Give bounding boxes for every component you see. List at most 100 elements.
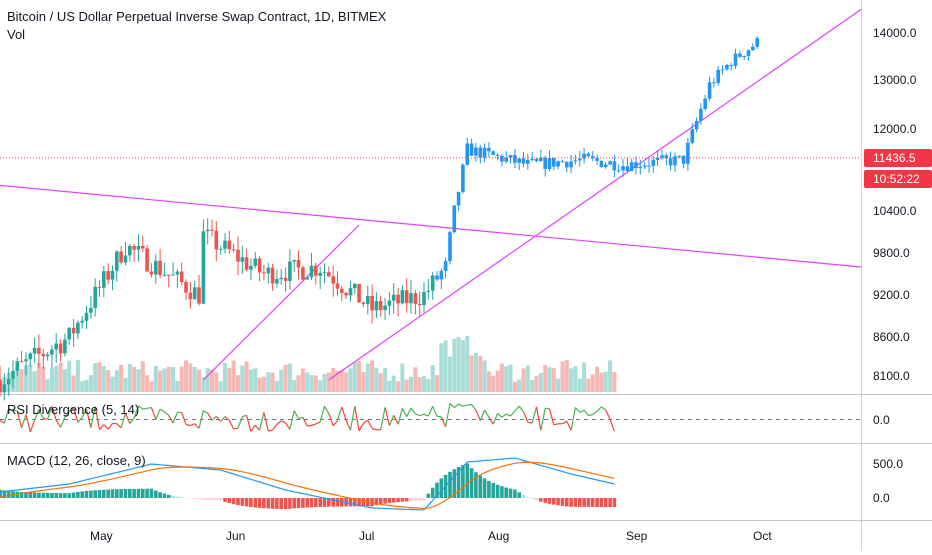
signal-line-segment <box>588 472 592 473</box>
volume-bar <box>396 381 400 392</box>
candle-body <box>124 256 128 263</box>
rsi-segment <box>164 412 168 416</box>
signal-line-segment <box>151 469 155 470</box>
price-axis[interactable]: 14000.0 13000.0 12000.0 10400.0 9800.0 9… <box>873 26 917 383</box>
signal-line-segment <box>342 496 346 497</box>
candle-body <box>652 160 656 166</box>
last-price-value: 11436.5 <box>873 151 916 165</box>
candle-body <box>46 355 50 357</box>
time-axis[interactable]: May Jun Jul Aug Sep Oct <box>90 529 772 543</box>
candle-body <box>180 272 184 282</box>
signal-line-segment <box>312 490 316 491</box>
rsi-segment <box>415 414 419 416</box>
macd-histogram-bar <box>163 494 167 498</box>
signal-line-segment <box>234 470 238 471</box>
candle-body <box>111 271 115 280</box>
rsi-segment <box>238 417 242 429</box>
macd-line-segment <box>48 486 52 487</box>
candle-body <box>202 231 206 303</box>
volume-bar <box>158 371 162 392</box>
rsi-segment <box>268 430 272 431</box>
rsi-segment <box>147 408 151 409</box>
volume-bar <box>93 363 97 392</box>
macd-line-segment <box>563 472 567 473</box>
macd-histogram-bar <box>392 498 396 503</box>
macd-line-segment <box>56 485 60 486</box>
candle-body <box>284 278 288 281</box>
macd-tick: 500.0 <box>873 457 903 471</box>
macd-histogram-bar <box>409 498 413 501</box>
volume-bar <box>266 372 270 392</box>
macd-histogram-bar <box>262 498 266 508</box>
rsi-segment <box>216 417 220 422</box>
rsi-segment <box>363 420 367 423</box>
macd-histogram-bar <box>301 498 305 508</box>
candle-body <box>331 276 335 283</box>
macd-tick: 0.0 <box>873 491 890 505</box>
macd-histogram-bar <box>297 498 301 508</box>
signal-line-segment <box>35 491 39 492</box>
candle-body <box>206 230 210 232</box>
rsi-segment <box>151 408 155 420</box>
signal-line-segment <box>493 468 497 469</box>
macd-histogram-bar <box>215 498 219 500</box>
candle-body <box>370 296 374 310</box>
candle-body <box>106 271 110 279</box>
volume-bar <box>504 366 508 392</box>
candle-body <box>738 54 742 57</box>
signal-line-segment <box>30 492 34 493</box>
candle-body <box>405 290 409 303</box>
macd-histogram-bar <box>42 493 46 498</box>
macd-histogram-bar <box>349 498 353 506</box>
macd-histogram-bar <box>509 489 513 498</box>
volume-bar <box>340 370 344 392</box>
rsi-segment <box>459 404 463 406</box>
volume-bar <box>206 368 210 392</box>
volume-bar <box>595 367 599 392</box>
volume-bar <box>253 368 257 392</box>
macd-histogram-bar <box>556 498 560 505</box>
volume-bar <box>318 380 322 392</box>
volume-bar <box>119 365 123 392</box>
macd-histogram-bar <box>517 492 521 498</box>
rsi-segment <box>575 408 579 413</box>
rsi-segment <box>108 423 112 429</box>
volume-bar <box>149 381 153 392</box>
signal-line-segment <box>437 503 441 505</box>
rsi-segment <box>190 424 194 426</box>
volume-bar <box>41 367 45 392</box>
candle-body <box>258 259 262 273</box>
candle-body <box>613 161 617 170</box>
volume-bar <box>349 368 353 392</box>
macd-histogram-bar <box>158 492 162 498</box>
rsi-segment <box>182 412 186 424</box>
rsi-segment <box>212 417 216 421</box>
time-tick: Jul <box>359 529 374 543</box>
candle-body <box>59 344 63 354</box>
volume-bar <box>400 364 404 393</box>
rsi-segment <box>545 408 549 409</box>
volume-bar <box>288 364 292 393</box>
candle-body <box>755 38 759 47</box>
candle-body <box>163 275 167 276</box>
volume-bars <box>0 336 616 392</box>
signal-line-segment <box>156 468 160 469</box>
macd-histogram-bar <box>414 498 418 501</box>
volume-bar <box>379 373 383 392</box>
signal-line-segment <box>17 493 21 494</box>
rsi-segment <box>333 421 337 426</box>
signal-line-segment <box>260 476 264 477</box>
candle-body <box>578 159 582 161</box>
rsi-segment <box>454 404 458 408</box>
macd-line-segment <box>567 473 571 474</box>
candle-body <box>729 65 733 66</box>
macd-histogram-bar <box>279 498 283 509</box>
signal-line-segment <box>126 475 130 476</box>
candle-body <box>219 249 223 250</box>
time-tick: Jun <box>226 529 245 543</box>
volume-bar <box>271 373 275 393</box>
candle-body <box>617 170 621 171</box>
macd-line-segment <box>247 478 251 479</box>
signal-line-segment <box>506 464 510 465</box>
macd-line-segment <box>130 468 134 469</box>
